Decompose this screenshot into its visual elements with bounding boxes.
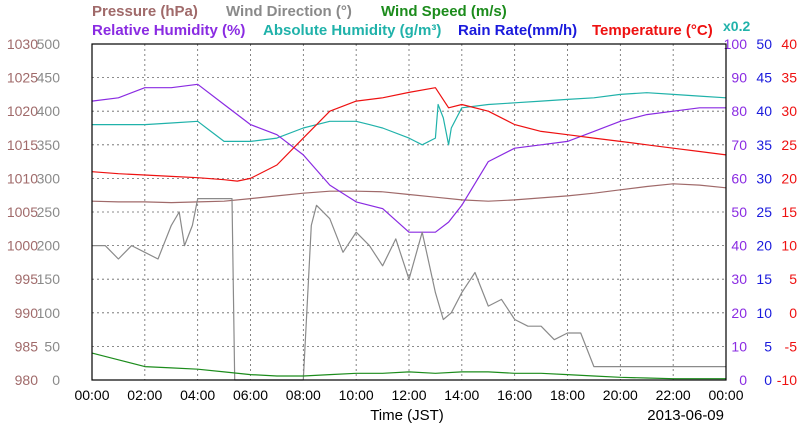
pressure-tick: 1010 <box>7 170 38 186</box>
rain-rate-tick: 5 <box>764 338 772 354</box>
temperature-tick: 15 <box>781 204 797 220</box>
legend-scale-note: x0.2 <box>723 18 750 34</box>
temperature-tick: 20 <box>781 170 797 186</box>
wind-direction-tick: 250 <box>37 204 61 220</box>
series-lines <box>91 83 727 381</box>
x-tick-label: 08:00 <box>286 387 321 403</box>
pressure-tick: 1025 <box>7 70 38 86</box>
x-tick-label: 00:00 <box>74 387 109 403</box>
humidity-tick: 90 <box>731 70 747 86</box>
temperature-tick: -10 <box>777 372 797 388</box>
temperature-tick: 10 <box>781 238 797 254</box>
x-tick-label: 06:00 <box>233 387 268 403</box>
wind-direction-tick: 350 <box>37 137 61 153</box>
temperature-tick: 25 <box>781 137 797 153</box>
legend-rain-rate: Rain Rate(mm/h) <box>458 22 577 39</box>
rain-rate-tick: 45 <box>756 70 772 86</box>
humidity-tick: 60 <box>731 170 747 186</box>
pressure-tick: 985 <box>15 338 39 354</box>
legend-wind-speed: Wind Speed (m/s) <box>381 3 507 20</box>
x-tick-label: 14:00 <box>444 387 479 403</box>
wind-direction-tick: 400 <box>37 103 61 119</box>
rain-rate-tick: 25 <box>756 204 772 220</box>
date-label: 2013-06-09 <box>647 407 724 424</box>
humidity-tick: 10 <box>731 338 747 354</box>
rain-rate-tick: 35 <box>756 137 772 153</box>
wind-direction-tick: 150 <box>37 271 61 287</box>
temperature-tick: 40 <box>781 36 797 52</box>
series-pressure-hpa <box>91 183 727 204</box>
humidity-tick: 0 <box>739 372 747 388</box>
rain-rate-tick: 0 <box>764 372 772 388</box>
x-tick-label: 16:00 <box>497 387 532 403</box>
humidity-tick: 80 <box>731 103 747 119</box>
x-tick-label: 02:00 <box>127 387 162 403</box>
legend-pressure: Pressure (hPa) <box>92 3 198 20</box>
wind-direction-tick: 0 <box>52 372 60 388</box>
y-axes: 1030102510201015101010051000995990985980… <box>7 36 797 388</box>
legend-wind-direction: Wind Direction (°) <box>226 3 352 20</box>
rain-rate-tick: 20 <box>756 238 772 254</box>
temperature-tick: 5 <box>789 271 797 287</box>
rain-rate-tick: 30 <box>756 170 772 186</box>
pressure-tick: 1020 <box>7 103 38 119</box>
series-wind-direction <box>92 198 726 381</box>
humidity-tick: 50 <box>731 204 747 220</box>
legend-relative-humidity: Relative Humidity (%) <box>92 22 245 39</box>
pressure-tick: 1015 <box>7 137 38 153</box>
rain-rate-tick: 50 <box>756 36 772 52</box>
series-absolute-humidity-g-m <box>92 92 727 146</box>
x-tick-label: 22:00 <box>656 387 691 403</box>
wind-direction-tick: 100 <box>37 305 61 321</box>
wind-direction-tick: 50 <box>44 338 60 354</box>
temperature-tick: 30 <box>781 103 797 119</box>
pressure-tick: 990 <box>15 305 39 321</box>
wind-direction-tick: 500 <box>37 36 61 52</box>
series-temperature-c <box>91 87 727 182</box>
temperature-tick: -5 <box>785 338 798 354</box>
series-wind-speed-m-s <box>91 352 726 380</box>
x-tick-label: 12:00 <box>391 387 426 403</box>
legend: Pressure (hPa) Wind Direction (°) Wind S… <box>92 3 750 39</box>
rain-rate-tick: 15 <box>756 271 772 287</box>
x-tick-label: 18:00 <box>550 387 585 403</box>
rain-rate-tick: 10 <box>756 305 772 321</box>
rain-rate-tick: 40 <box>756 103 772 119</box>
humidity-tick: 100 <box>724 36 748 52</box>
humidity-tick: 30 <box>731 271 747 287</box>
temperature-tick: 35 <box>781 70 797 86</box>
pressure-tick: 1030 <box>7 36 38 52</box>
grid <box>92 44 726 380</box>
pressure-tick: 995 <box>15 271 39 287</box>
x-tick-label: 00:00 <box>708 387 743 403</box>
humidity-tick: 20 <box>731 305 747 321</box>
x-tick-label: 04:00 <box>180 387 215 403</box>
pressure-tick: 1000 <box>7 238 38 254</box>
x-axis: 00:00 02:00 04:00 06:00 08:00 10:00 12:00 14:00… <box>74 387 743 403</box>
pressure-tick: 980 <box>15 372 39 388</box>
x-tick-label: 10:00 <box>339 387 374 403</box>
legend-absolute-humidity: Absolute Humidity (g/m³) <box>263 22 441 39</box>
wind-direction-tick: 300 <box>37 170 61 186</box>
x-axis-label: Time (JST) <box>370 407 444 424</box>
plot-frame <box>91 43 727 381</box>
temperature-tick: 0 <box>789 305 797 321</box>
x-tick-label: 20:00 <box>603 387 638 403</box>
legend-temperature: Temperature (°C) <box>592 22 713 39</box>
wind-direction-tick: 200 <box>37 238 61 254</box>
humidity-tick: 40 <box>731 238 747 254</box>
pressure-tick: 1005 <box>7 204 38 220</box>
humidity-tick: 70 <box>731 137 747 153</box>
wind-direction-tick: 450 <box>37 70 61 86</box>
